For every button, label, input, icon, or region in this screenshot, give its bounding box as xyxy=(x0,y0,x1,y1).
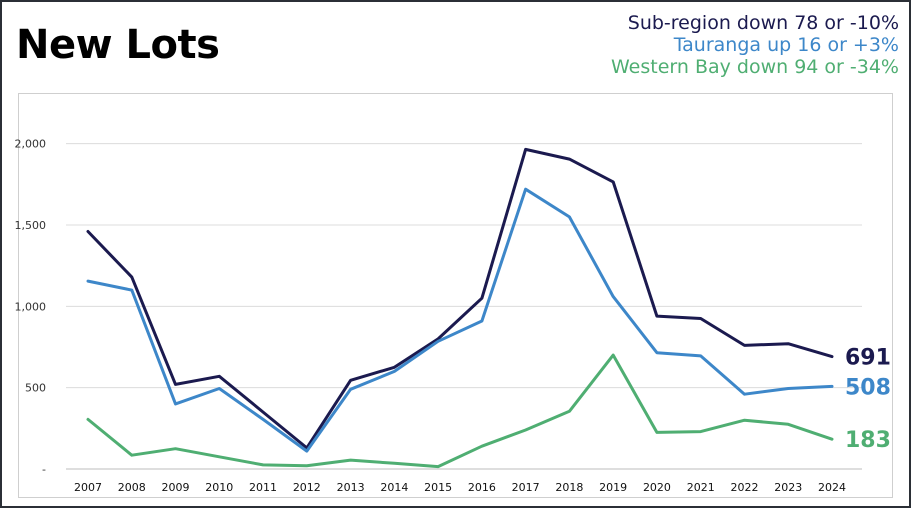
x-tick-label: 2017 xyxy=(512,481,540,494)
x-tick-label: 2018 xyxy=(555,481,583,494)
y-tick-label: 500 xyxy=(25,382,46,395)
x-tick-label: 2020 xyxy=(643,481,671,494)
end-labels: 691 508 183 xyxy=(845,346,891,454)
plot-area-border xyxy=(18,93,893,498)
series-line-0 xyxy=(86,147,834,450)
end-label-1: 508 xyxy=(845,375,891,400)
x-tick-label: 2009 xyxy=(162,481,190,494)
series-lines xyxy=(86,147,834,469)
x-tick-label: 2011 xyxy=(249,481,277,494)
x-tick-label: 2007 xyxy=(74,481,102,494)
page-title: New Lots xyxy=(16,22,220,68)
x-axis-ticks: 2007 2008 2009 2010 2011 2012 2013 2014 2015 2016… xyxy=(74,481,846,494)
x-tick-label: 2008 xyxy=(118,481,146,494)
x-tick-label: 2021 xyxy=(687,481,715,494)
x-tick-label: 2013 xyxy=(337,481,365,494)
gridlines xyxy=(66,143,862,470)
end-label-0: 691 xyxy=(845,346,891,371)
x-tick-label: 2023 xyxy=(774,481,802,494)
x-tick-label: 2024 xyxy=(818,481,846,494)
legend-entry-western-bay: Western Bay down 94 or -34% xyxy=(610,56,899,78)
y-tick-label: - xyxy=(42,463,46,476)
legend-entry-sub-region: Sub-region down 78 or -10% xyxy=(627,12,899,34)
x-tick-label: 2019 xyxy=(599,481,627,494)
y-axis-ticks: - 500 1,000 1,500 2,000 xyxy=(15,138,47,476)
x-tick-label: 2010 xyxy=(205,481,233,494)
y-tick-label: 1,000 xyxy=(15,300,47,313)
series-line-1 xyxy=(86,187,834,453)
x-tick-label: 2012 xyxy=(293,481,321,494)
x-tick-label: 2016 xyxy=(468,481,496,494)
y-tick-label: 1,500 xyxy=(15,219,47,232)
series-line-2 xyxy=(86,353,834,469)
legend-entry-tauranga: Tauranga up 16 or +3% xyxy=(673,34,899,56)
x-tick-label: 2014 xyxy=(380,481,408,494)
legend: Sub-region down 78 or -10% Tauranga up 1… xyxy=(611,12,899,78)
y-tick-label: 2,000 xyxy=(15,138,47,151)
x-tick-label: 2015 xyxy=(424,481,452,494)
x-tick-label: 2022 xyxy=(730,481,758,494)
end-label-2: 183 xyxy=(845,428,891,453)
